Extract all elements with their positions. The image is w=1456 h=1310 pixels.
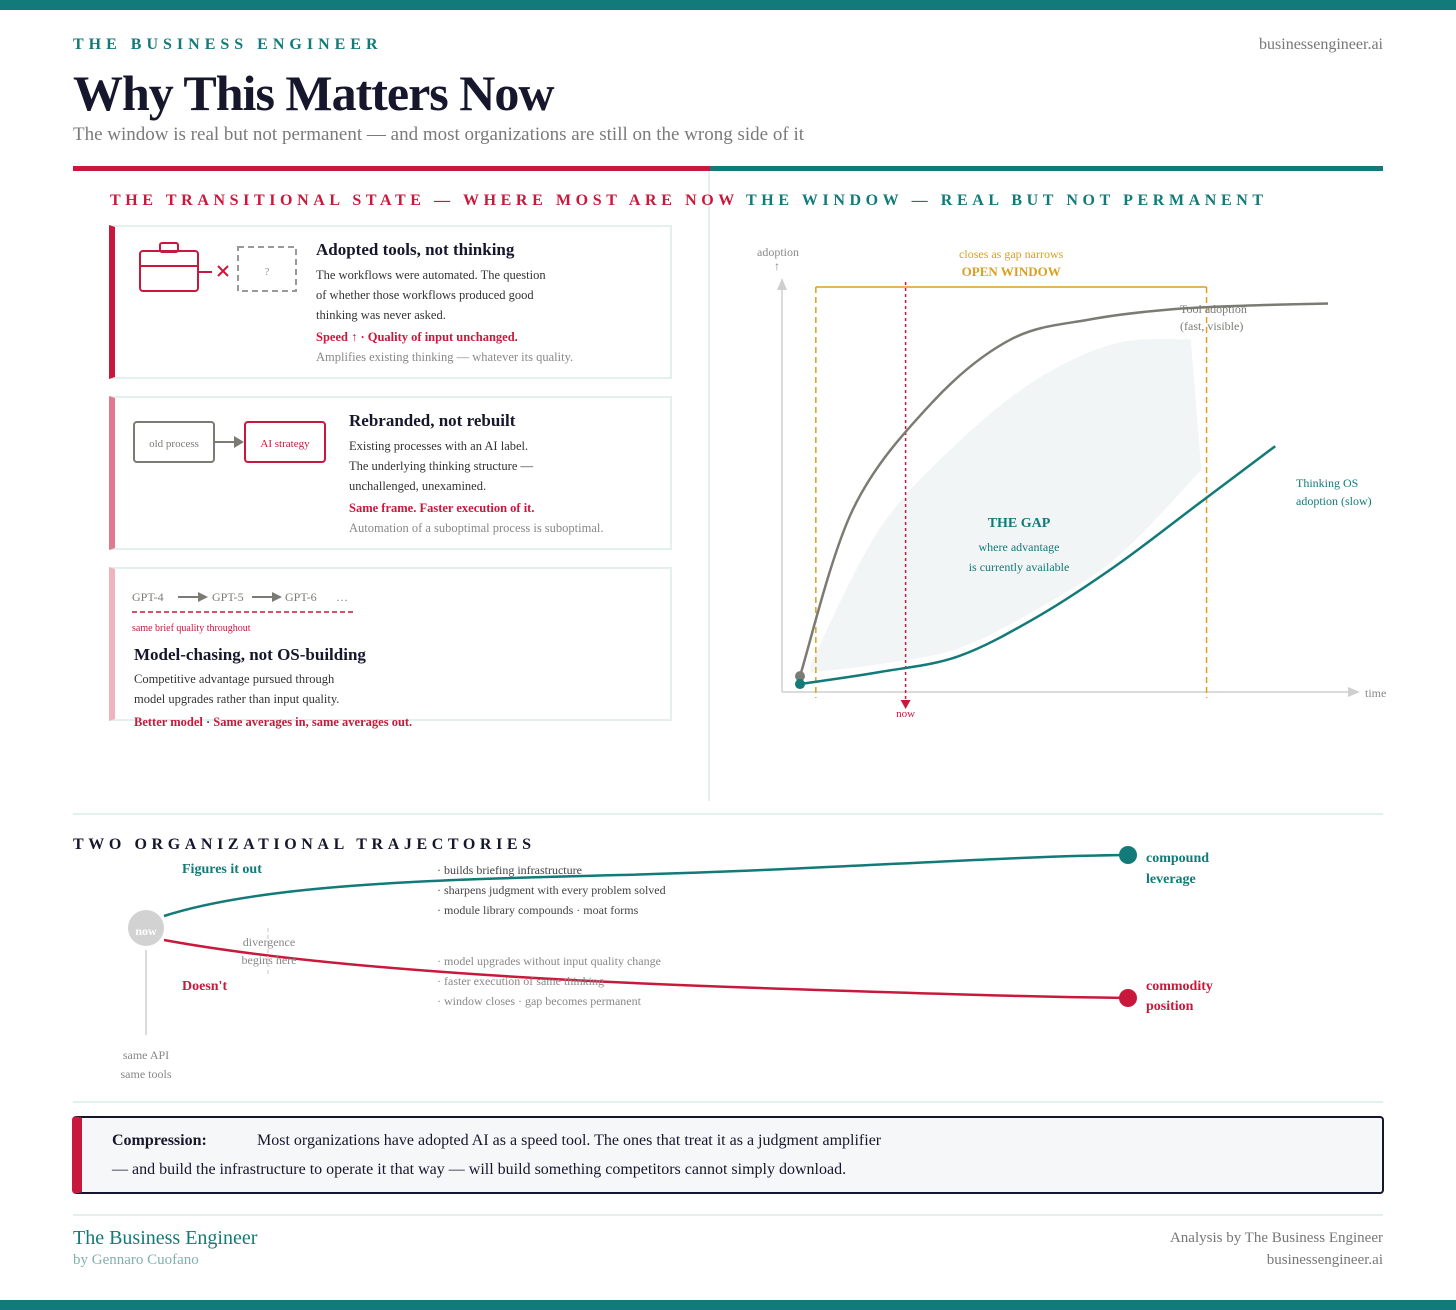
page-title: Why This Matters Now — [73, 65, 554, 121]
window-sublabel: closes as gap narrows — [959, 247, 1064, 261]
old-process-box: old process — [149, 438, 199, 450]
card-title: Model-chasing, not OS-building — [134, 645, 366, 664]
top-accent-bar — [0, 0, 1456, 10]
card-note: Amplifies existing thinking — whatever i… — [316, 350, 574, 364]
up-bullet-3: · module library compounds · moat forms — [437, 903, 639, 917]
up-endpoint — [1119, 846, 1137, 864]
section-divider — [73, 813, 1383, 815]
section-rule-left — [73, 166, 710, 171]
origin-label: now — [135, 924, 157, 938]
brand-label: THE BUSINESS ENGINEER — [73, 36, 383, 53]
card-body: Existing processes with an AI label. The… — [349, 439, 533, 493]
card-highlight: Speed ↑ · Quality of input unchanged. — [316, 330, 518, 344]
footer-author: by Gennaro Cuofano — [73, 1252, 199, 1268]
footer-divider — [73, 1214, 1383, 1216]
compression-text-1: Most organizations have adopted AI as a … — [257, 1132, 882, 1149]
model-chain-diagram: GPT-4 GPT-5 GPT-6 … same brief quality t… — [132, 590, 354, 634]
footer-credit: Analysis by The Business Engineer — [1169, 1230, 1383, 1246]
card-adopted-tools: ? Adopted tools, not thinking The workfl… — [109, 225, 672, 379]
cross-icon — [217, 265, 229, 277]
trajectories-heading: TWO ORGANIZATIONAL TRAJECTORIES — [73, 836, 536, 853]
y-arrow-glyph: ↑ — [774, 259, 780, 273]
now-label: now — [896, 708, 915, 720]
model-gpt6: GPT-6 — [285, 590, 317, 604]
card-body: The workflows were automated. The questi… — [316, 268, 546, 322]
series-line-tool-adoption — [798, 302, 1329, 677]
card-note: Automation of a suboptimal process is su… — [349, 521, 604, 535]
arrow-right-icon — [234, 436, 244, 448]
card-title: Adopted tools, not thinking — [316, 240, 515, 259]
gap-area — [810, 338, 1202, 673]
window-label: OPEN WINDOW — [962, 264, 1061, 279]
os-start-point — [795, 679, 805, 690]
os-series-label: Thinking OS adoption (slow) — [1296, 476, 1372, 508]
compression-label: Compression: — [112, 1132, 207, 1149]
down-bullet-2: · faster execution of same thinking — [437, 974, 604, 988]
adoption-chart: adoption ↑ time closes as gap narrows OP… — [757, 245, 1386, 720]
up-outcome-2: leverage — [1146, 872, 1196, 887]
divergence-2: begins here — [242, 953, 297, 967]
toolbox-icon: ? — [139, 242, 297, 292]
down-bullet-3: · window closes · gap becomes permanent — [437, 994, 642, 1008]
footer-site[interactable]: businessengineer.ai — [1266, 1252, 1383, 1268]
section-divider — [73, 1101, 1383, 1103]
arrow-right-icon — [272, 592, 282, 602]
card-model-chasing: GPT-4 GPT-5 GPT-6 … same brief quality t… — [109, 567, 672, 729]
card-title: Rebranded, not rebuilt — [349, 411, 516, 430]
up-name: Figures it out — [182, 862, 262, 877]
ai-strategy-box: AI strategy — [260, 438, 310, 450]
down-endpoint — [1119, 989, 1137, 1007]
now-origin — [128, 910, 164, 946]
up-bullet-2: · sharpens judgment with every problem s… — [437, 883, 666, 897]
y-axis-arrow-icon — [777, 278, 787, 290]
arrow-right-icon — [198, 592, 208, 602]
down-bullet-1: · model upgrades without input quality c… — [437, 954, 661, 968]
down-name: Doesn't — [182, 979, 227, 994]
origin-note-2: same tools — [121, 1067, 172, 1081]
model-ellipsis: … — [336, 590, 348, 604]
section-rule-right — [710, 166, 1383, 171]
model-gpt5: GPT-5 — [212, 590, 244, 604]
card-highlight: Better model · Same averages in, same av… — [134, 715, 413, 729]
site-url[interactable]: businessengineer.ai — [1259, 36, 1383, 53]
tool-series-label: Tool adoption (fast, visible) — [1180, 302, 1250, 333]
divergence-1: divergence — [243, 935, 295, 949]
page-subtitle: The window is real but not permanent — a… — [73, 124, 804, 145]
rebrand-diagram: old process AI strategy — [133, 421, 326, 463]
up-outcome-1: compound — [1146, 851, 1209, 866]
down-outcome-1: commodity — [1146, 979, 1213, 994]
bottom-accent-bar — [0, 1300, 1456, 1310]
footer-brand: The Business Engineer — [73, 1227, 258, 1249]
model-gpt4: GPT-4 — [132, 590, 164, 604]
column-divider — [708, 171, 710, 801]
tool-start-point — [795, 671, 805, 682]
compression-text-2: — and build the infrastructure to operat… — [112, 1161, 847, 1178]
placeholder-mark: ? — [265, 266, 270, 278]
card-rebranded: old process AI strategy Rebranded, not r… — [109, 396, 672, 550]
gap-sub-2: is currently available — [969, 560, 1070, 574]
card-body: Competitive advantage pursued through mo… — [134, 672, 340, 706]
card-highlight: Same frame. Faster execution of it. — [349, 501, 535, 515]
transitional-state-heading: THE TRANSITIONAL STATE — WHERE MOST ARE … — [110, 192, 739, 209]
x-axis-label: time — [1365, 686, 1386, 700]
gap-sub-1: where advantage — [979, 540, 1060, 554]
trajectories-diagram: now divergence begins here same API same… — [121, 846, 1213, 1081]
now-arrow-icon — [900, 700, 911, 709]
down-trajectory-line — [163, 938, 1129, 1000]
briefcase-icon — [139, 250, 199, 292]
compression-box: Compression: Most organizations have ado… — [72, 1116, 1384, 1194]
window-heading: THE WINDOW — REAL BUT NOT PERMANENT — [746, 192, 1268, 209]
missing-thinking-box — [237, 246, 297, 292]
up-trajectory-line — [163, 853, 1129, 918]
origin-note-1: same API — [123, 1048, 169, 1062]
x-axis-arrow-icon — [1348, 687, 1360, 697]
up-bullet-1: · builds briefing infrastructure — [437, 863, 582, 877]
y-axis-label: adoption — [757, 245, 799, 259]
down-outcome-2: position — [1146, 999, 1194, 1014]
gap-label: THE GAP — [988, 516, 1051, 531]
models-note: same brief quality throughout — [132, 623, 251, 634]
series-line-thinking-os — [799, 445, 1276, 686]
